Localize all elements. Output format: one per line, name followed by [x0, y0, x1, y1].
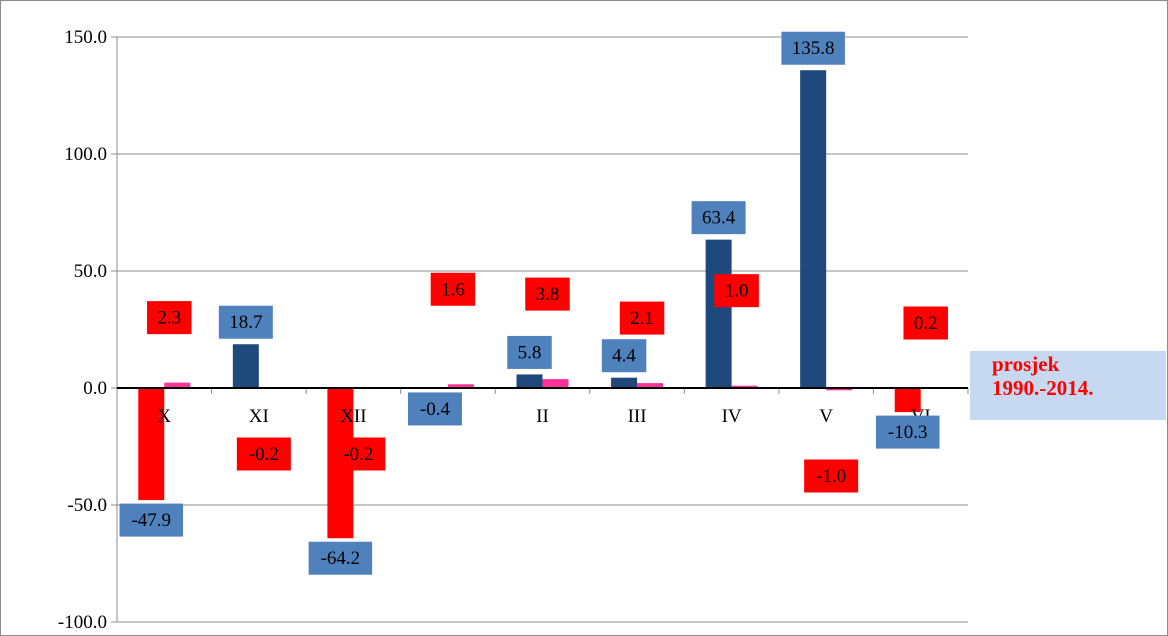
bar-series-1 — [894, 388, 921, 413]
x-category-label: II — [536, 406, 549, 427]
data-label-series-1: -64.2 — [321, 548, 361, 569]
data-label-series-1-box — [308, 541, 373, 575]
y-tick-label: -100.0 — [58, 612, 107, 633]
data-label-series-1: -47.9 — [131, 510, 171, 531]
legend-line-1: prosjek — [992, 352, 1060, 376]
data-label-series-1-box — [781, 31, 845, 65]
data-label-series-1-box — [507, 335, 552, 369]
data-label-series-2: -1.0 — [816, 466, 846, 487]
data-label-series-1: -10.3 — [888, 422, 928, 443]
x-category-label: XI — [249, 406, 269, 427]
data-label-series-2: -0.2 — [249, 444, 279, 465]
data-label-series-2: 1.6 — [441, 279, 465, 300]
data-label-series-2-box — [147, 301, 192, 335]
bars — [117, 70, 968, 539]
x-category-label: III — [628, 406, 647, 427]
data-label-series-2-box — [430, 272, 476, 306]
bar-series-2 — [447, 384, 474, 388]
data-label-series-1-box — [875, 415, 940, 449]
legend-box — [970, 351, 1166, 420]
legend-line-2: 1990.-2014. — [992, 376, 1094, 400]
y-tick-label: 150.0 — [64, 27, 107, 48]
data-label-series-2: 0.2 — [914, 313, 938, 334]
data-label-series-2-box — [525, 277, 570, 311]
data-label-series-2: 2.3 — [157, 308, 181, 329]
bar-series-2 — [542, 379, 569, 388]
data-label-series-2-box — [903, 306, 948, 340]
data-label-series-1: 63.4 — [702, 208, 736, 229]
legend-label: prosjek 1990.-2014. — [992, 352, 1166, 400]
data-label-series-2-box — [236, 437, 291, 471]
data-label-series-1: -0.4 — [420, 399, 451, 420]
data-label-series-1-box — [119, 503, 184, 537]
y-axis-ticks: 150.0 100.0 50.0 0.0 -50.0 -100.0 — [58, 27, 107, 633]
data-label-series-2-box — [714, 274, 759, 308]
data-label-series-1: 18.7 — [229, 312, 262, 333]
x-category-label: XII — [340, 406, 366, 427]
bar-series-2 — [731, 385, 758, 388]
data-label-series-1-box — [407, 392, 462, 426]
bar-series-1 — [800, 70, 827, 388]
bar-series-1 — [705, 239, 732, 388]
bar-series-1 — [516, 374, 543, 388]
y-tick-label: 50.0 — [74, 261, 107, 282]
data-label-series-2-box — [804, 459, 859, 493]
x-category-label: IV — [722, 406, 742, 427]
data-label-series-2: -0.2 — [343, 444, 373, 465]
bar-series-1 — [611, 377, 638, 388]
bar-series-1 — [232, 344, 259, 388]
y-tick-label: 100.0 — [64, 144, 107, 165]
data-label-series-1: 135.8 — [792, 38, 835, 59]
x-category-label: V — [819, 406, 833, 427]
bar-series-1 — [138, 388, 165, 501]
data-label-series-2-box — [331, 437, 386, 471]
data-label-series-2: 2.1 — [630, 308, 654, 329]
data-label-series-1-box — [691, 201, 746, 235]
y-tick-label: -50.0 — [67, 495, 107, 516]
data-label-series-2: 1.0 — [725, 281, 749, 302]
data-label-series-1-box — [601, 339, 647, 373]
bar-series-2 — [637, 383, 664, 388]
data-label-series-2: 3.8 — [536, 284, 560, 305]
data-label-series-2-box — [619, 301, 665, 335]
x-axis-categories: XXIXIIIIIIIIIVVVI — [157, 406, 930, 427]
data-label-series-1-box — [218, 305, 273, 339]
data-label-series-1: 4.4 — [612, 346, 636, 367]
bar-series-2 — [164, 382, 191, 388]
x-category-label: X — [157, 406, 171, 427]
y-tick-label: 0.0 — [83, 378, 107, 399]
data-label-series-1: 5.8 — [518, 342, 542, 363]
bar-series-2 — [826, 388, 853, 391]
data-labels: -47.9 2.3 18.7 -0.2 -64.2 -0.2 -0.4 1.6 5.8 3.8 4.… — [119, 31, 948, 575]
